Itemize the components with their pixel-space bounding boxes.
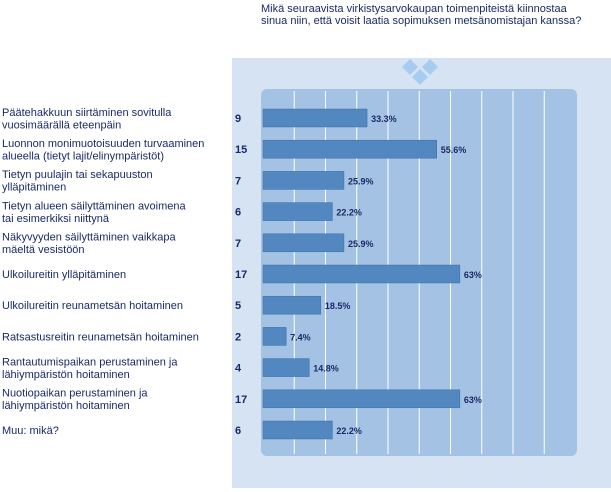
value-label: 33.3%: [371, 114, 397, 124]
question-title: Mikä seuraavista virkistysarvokaupan toi…: [261, 3, 582, 27]
value-label: 7.4%: [290, 332, 311, 342]
bar: [262, 139, 437, 159]
bar: [262, 233, 345, 253]
count-label: 6: [235, 425, 241, 437]
category-label: ylläpitäminen: [2, 182, 66, 194]
count-label: 9: [235, 113, 241, 125]
bar: [262, 327, 287, 346]
category-label: Luonnon monimuotoisuuden turvaaminen: [2, 138, 204, 150]
diamond-icon-bottom: [412, 69, 428, 85]
bar: [262, 108, 368, 128]
category-label: alueella (tietyt lajit/elinympäristöt): [2, 150, 164, 162]
value-label: 22.2%: [336, 426, 362, 436]
diamond-icon-left: [402, 59, 418, 75]
count-label: 2: [235, 331, 241, 343]
bar: [262, 171, 345, 190]
count-label: 6: [235, 207, 241, 219]
count-label: 15: [235, 144, 247, 156]
category-label: Rantautumispaikan perustaminen ja: [2, 356, 178, 368]
category-label: Muu: mikä?: [2, 425, 59, 437]
value-label: 63%: [464, 270, 482, 280]
diamond-icon-right: [422, 59, 438, 75]
count-label: 17: [235, 269, 247, 281]
value-label: 18.5%: [325, 301, 351, 311]
category-label: mäeltä vesistöön: [2, 244, 85, 256]
bar: [262, 202, 333, 221]
category-label: vuosimäärällä eteenpäin: [2, 119, 121, 131]
diamond-decoration-icon: [402, 59, 438, 85]
value-label: 25.9%: [348, 239, 374, 249]
value-label: 25.9%: [348, 176, 374, 186]
bar: [262, 358, 310, 377]
count-label: 17: [235, 394, 247, 406]
bar: [262, 420, 333, 440]
bar: [262, 295, 322, 315]
bar: [262, 264, 461, 284]
value-label: 63%: [464, 395, 482, 405]
count-label: 4: [235, 363, 242, 375]
count-label: 7: [235, 175, 241, 187]
count-label: 5: [235, 300, 241, 312]
category-label: tai esimerkiksi niittynä: [2, 213, 110, 225]
category-label: Tietyn alueen säilyttäminen avoimena: [2, 200, 187, 212]
count-label: 7: [235, 238, 241, 250]
category-label: lähiympäristön hoitaminen: [2, 369, 130, 381]
category-label: lähiympäristön hoitaminen: [2, 400, 130, 412]
category-label: Nuotiopaikan perustaminen ja: [2, 388, 148, 400]
bar: [262, 389, 461, 409]
category-label: Ratsastusreitin reunametsän hoitaminen: [2, 331, 199, 343]
category-label: Ulkoilureitin reunametsän hoitaminen: [2, 300, 183, 312]
value-label: 14.8%: [313, 364, 339, 374]
category-label: Näkyvyyden säilyttäminen vaikkapa: [2, 232, 177, 244]
value-label: 22.2%: [336, 208, 362, 218]
category-label: Ulkoilureitin ylläpitäminen: [2, 269, 126, 281]
category-label: Tietyn puulajin tai sekapuuston: [2, 169, 153, 181]
category-label: Päätehakkuun siirtäminen sovitulla: [2, 107, 172, 119]
value-label: 55.6%: [441, 145, 467, 155]
